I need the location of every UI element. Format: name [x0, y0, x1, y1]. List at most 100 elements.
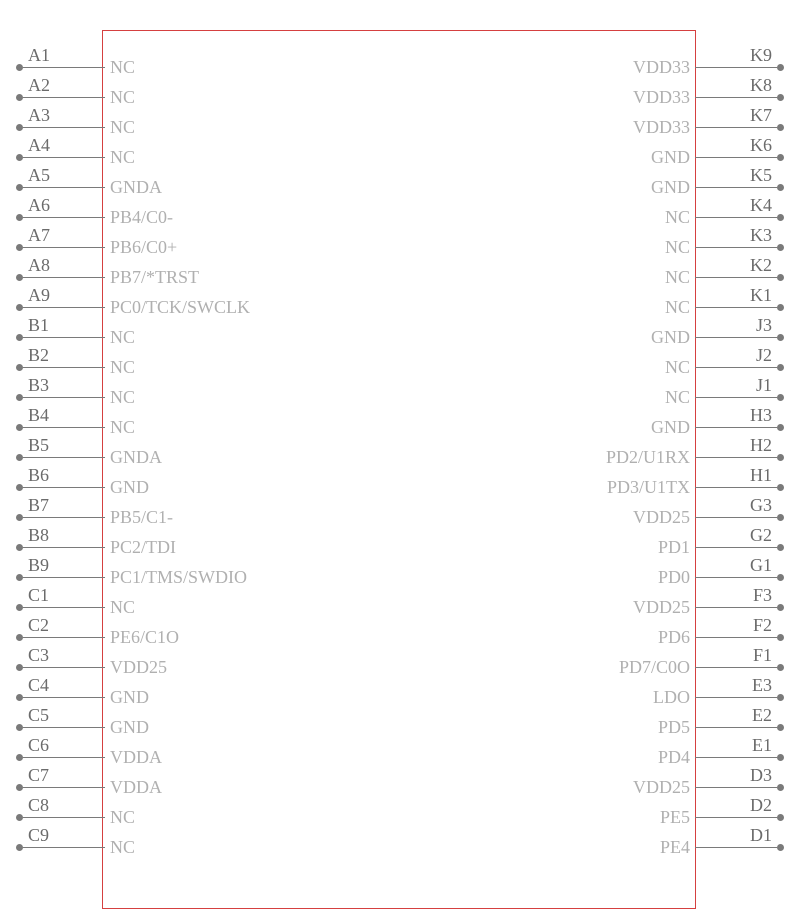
pin-designator: B4 — [28, 405, 49, 426]
pin-designator: B9 — [28, 555, 49, 576]
pin-C4: GNDC4 — [16, 682, 296, 712]
pin-function: PE5 — [655, 807, 695, 828]
pin-function: VDD25 — [628, 597, 695, 618]
pin-terminal-icon — [16, 334, 23, 341]
pin-designator: D2 — [750, 795, 772, 816]
pin-terminal-icon — [777, 514, 784, 521]
pin-H3: GNDH3 — [504, 412, 784, 442]
pin-wire — [695, 667, 777, 668]
pin-wire — [695, 547, 777, 548]
pin-terminal-icon — [16, 754, 23, 761]
pin-designator: K7 — [750, 105, 772, 126]
pin-terminal-icon — [777, 184, 784, 191]
pin-B8: PC2/TDIB8 — [16, 532, 296, 562]
pin-function: GND — [105, 477, 154, 498]
pin-wire — [23, 487, 105, 488]
pin-J3: GNDJ3 — [504, 322, 784, 352]
pin-wire — [695, 67, 777, 68]
pin-designator: K2 — [750, 255, 772, 276]
pin-designator: C5 — [28, 705, 49, 726]
pin-wire — [23, 787, 105, 788]
pin-designator: B5 — [28, 435, 49, 456]
pin-wire — [695, 337, 777, 338]
pin-function: NC — [105, 57, 140, 78]
pin-function: PC2/TDI — [105, 537, 181, 558]
pin-designator: H2 — [750, 435, 772, 456]
pin-C1: NCC1 — [16, 592, 296, 622]
pin-D1: PE4D1 — [504, 832, 784, 862]
pin-designator: D1 — [750, 825, 772, 846]
pin-terminal-icon — [16, 514, 23, 521]
pin-function: VDD25 — [628, 507, 695, 528]
pin-function: LDO — [648, 687, 695, 708]
pin-wire — [695, 817, 777, 818]
pin-wire — [695, 97, 777, 98]
pin-function: GND — [646, 327, 695, 348]
pin-terminal-icon — [777, 844, 784, 851]
pin-terminal-icon — [777, 304, 784, 311]
pin-designator: K9 — [750, 45, 772, 66]
pin-designator: C4 — [28, 675, 49, 696]
pin-terminal-icon — [777, 724, 784, 731]
pin-terminal-icon — [16, 274, 23, 281]
pin-function: NC — [105, 117, 140, 138]
pin-B1: NCB1 — [16, 322, 296, 352]
pin-designator: E3 — [752, 675, 772, 696]
pin-designator: A9 — [28, 285, 50, 306]
pin-terminal-icon — [16, 484, 23, 491]
pin-G2: PD1G2 — [504, 532, 784, 562]
pin-F3: VDD25F3 — [504, 592, 784, 622]
pin-wire — [695, 847, 777, 848]
pin-terminal-icon — [777, 454, 784, 461]
pin-B3: NCB3 — [16, 382, 296, 412]
pin-wire — [23, 367, 105, 368]
pin-function: GND — [105, 687, 154, 708]
pin-function: NC — [660, 297, 695, 318]
pin-designator: C8 — [28, 795, 49, 816]
pin-terminal-icon — [16, 574, 23, 581]
pin-D3: VDD25D3 — [504, 772, 784, 802]
pin-designator: B1 — [28, 315, 49, 336]
pin-function: NC — [105, 357, 140, 378]
pin-terminal-icon — [777, 154, 784, 161]
pin-designator: C7 — [28, 765, 49, 786]
pin-C3: VDD25C3 — [16, 652, 296, 682]
pin-terminal-icon — [16, 124, 23, 131]
pin-function: NC — [660, 237, 695, 258]
pin-terminal-icon — [16, 214, 23, 221]
pin-terminal-icon — [16, 844, 23, 851]
pin-K8: VDD33K8 — [504, 82, 784, 112]
pin-designator: C2 — [28, 615, 49, 636]
pin-terminal-icon — [16, 694, 23, 701]
pin-designator: H1 — [750, 465, 772, 486]
pin-function: NC — [105, 417, 140, 438]
pin-function: PD6 — [653, 627, 695, 648]
pin-B5: GNDAB5 — [16, 442, 296, 472]
pin-F2: PD6F2 — [504, 622, 784, 652]
pin-B7: PB5/C1-B7 — [16, 502, 296, 532]
pin-wire — [23, 577, 105, 578]
pin-designator: K5 — [750, 165, 772, 186]
pin-designator: H3 — [750, 405, 772, 426]
pin-function: NC — [105, 327, 140, 348]
pin-function: PE6/C1O — [105, 627, 184, 648]
pin-K3: NCK3 — [504, 232, 784, 262]
pin-wire — [23, 337, 105, 338]
pin-terminal-icon — [16, 814, 23, 821]
pin-terminal-icon — [777, 694, 784, 701]
pin-terminal-icon — [777, 244, 784, 251]
pin-function: NC — [105, 387, 140, 408]
pin-wire — [23, 607, 105, 608]
pin-designator: A5 — [28, 165, 50, 186]
pin-terminal-icon — [16, 64, 23, 71]
pin-wire — [695, 757, 777, 758]
pin-designator: A1 — [28, 45, 50, 66]
pin-designator: A4 — [28, 135, 50, 156]
pin-terminal-icon — [16, 724, 23, 731]
pin-wire — [695, 517, 777, 518]
pin-designator: B6 — [28, 465, 49, 486]
pin-wire — [23, 637, 105, 638]
pin-terminal-icon — [777, 124, 784, 131]
pin-E3: LDOE3 — [504, 682, 784, 712]
pin-designator: A6 — [28, 195, 50, 216]
